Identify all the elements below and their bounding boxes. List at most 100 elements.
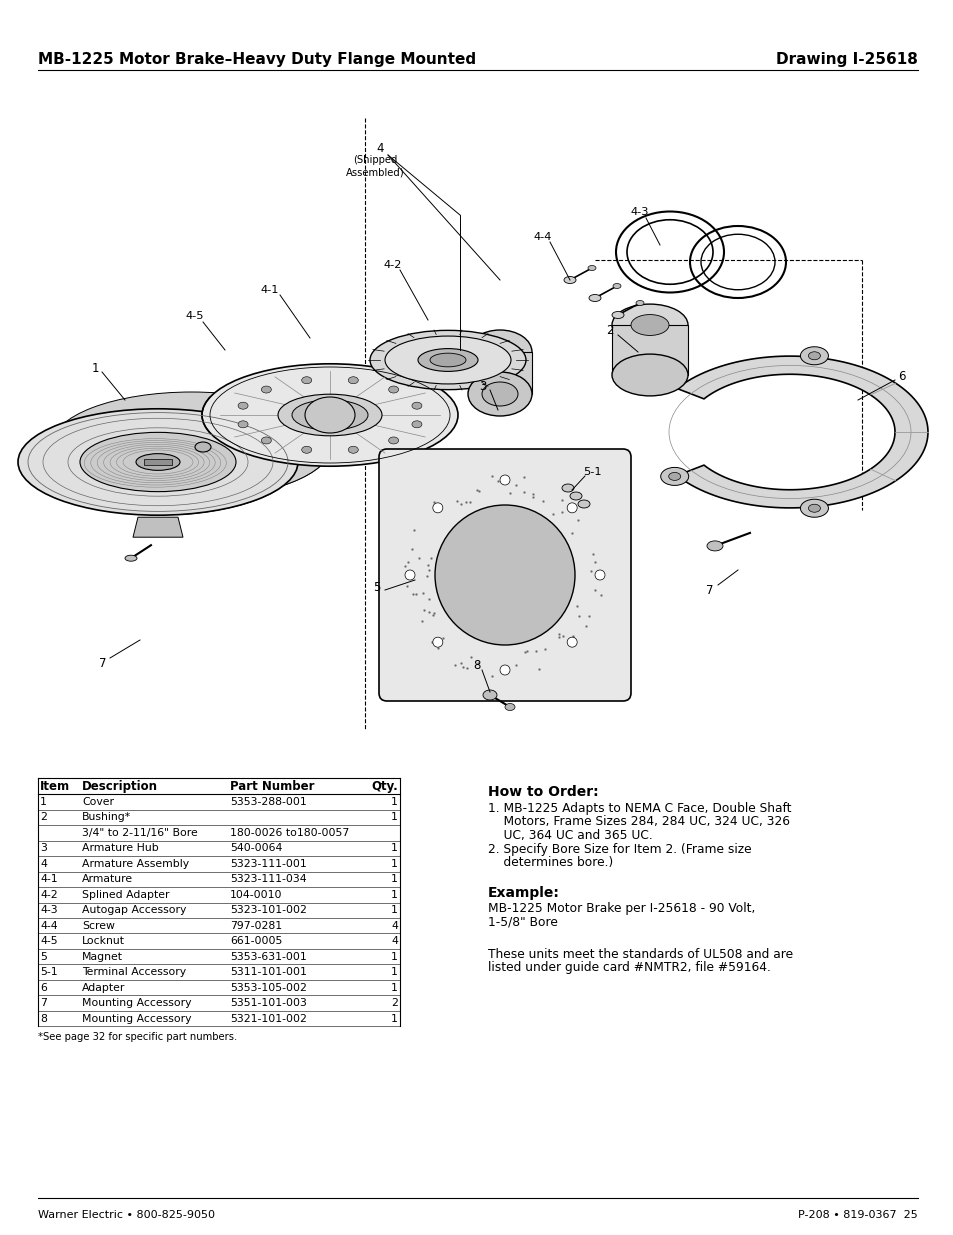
Ellipse shape <box>292 400 368 430</box>
Text: Assembled): Assembled) <box>345 167 404 177</box>
Text: 1: 1 <box>91 362 99 374</box>
Text: 2: 2 <box>605 324 613 336</box>
Text: Mounting Accessory: Mounting Accessory <box>82 1014 192 1024</box>
Text: Motors, Frame Sizes 284, 284 UC, 324 UC, 326: Motors, Frame Sizes 284, 284 UC, 324 UC,… <box>488 815 789 829</box>
Text: 5321-101-002: 5321-101-002 <box>230 1014 307 1024</box>
Text: Armature Assembly: Armature Assembly <box>82 858 189 868</box>
Text: 4-1: 4-1 <box>40 874 57 884</box>
FancyBboxPatch shape <box>144 459 172 466</box>
Text: MB-1225 Motor Brake per I-25618 - 90 Volt,: MB-1225 Motor Brake per I-25618 - 90 Vol… <box>488 902 755 915</box>
Text: 5-1: 5-1 <box>40 967 57 977</box>
Text: Adapter: Adapter <box>82 983 125 993</box>
Text: 1-5/8" Bore: 1-5/8" Bore <box>488 915 558 929</box>
Ellipse shape <box>433 637 442 647</box>
Text: 4-4: 4-4 <box>40 921 57 931</box>
Text: 4-3: 4-3 <box>40 905 57 915</box>
Text: 1: 1 <box>391 905 397 915</box>
Ellipse shape <box>238 403 248 409</box>
Text: 5353-288-001: 5353-288-001 <box>230 797 307 806</box>
Ellipse shape <box>301 446 312 453</box>
Text: 1. MB-1225 Adapts to NEMA C Face, Double Shaft: 1. MB-1225 Adapts to NEMA C Face, Double… <box>488 802 791 815</box>
Ellipse shape <box>800 347 827 364</box>
Text: determines bore.): determines bore.) <box>488 856 613 869</box>
Ellipse shape <box>194 442 211 452</box>
Ellipse shape <box>51 391 332 499</box>
Text: 1: 1 <box>391 874 397 884</box>
Text: 4-2: 4-2 <box>383 261 402 270</box>
Ellipse shape <box>277 394 381 436</box>
Text: 1: 1 <box>391 952 397 962</box>
Ellipse shape <box>807 352 820 359</box>
Ellipse shape <box>430 353 465 367</box>
Text: 2: 2 <box>391 998 397 1008</box>
Ellipse shape <box>305 396 355 433</box>
Ellipse shape <box>612 304 687 346</box>
Ellipse shape <box>660 467 688 485</box>
Text: 4: 4 <box>375 142 383 154</box>
Text: 661-0005: 661-0005 <box>230 936 282 946</box>
Ellipse shape <box>561 484 574 492</box>
Ellipse shape <box>807 504 820 513</box>
Ellipse shape <box>587 266 596 270</box>
Ellipse shape <box>412 403 421 409</box>
Ellipse shape <box>578 500 589 508</box>
Text: 4: 4 <box>391 936 397 946</box>
Ellipse shape <box>125 556 137 561</box>
Ellipse shape <box>612 354 687 396</box>
Text: 8: 8 <box>40 1014 47 1024</box>
Polygon shape <box>468 352 532 394</box>
Ellipse shape <box>630 315 668 336</box>
Text: 6: 6 <box>898 369 904 383</box>
Ellipse shape <box>468 372 532 416</box>
Text: Warner Electric • 800-825-9050: Warner Electric • 800-825-9050 <box>38 1210 214 1220</box>
Text: Magnet: Magnet <box>82 952 123 962</box>
Polygon shape <box>612 325 687 375</box>
Text: 3: 3 <box>478 379 486 393</box>
Ellipse shape <box>238 421 248 427</box>
Polygon shape <box>182 393 332 515</box>
Text: 7: 7 <box>705 583 713 597</box>
Ellipse shape <box>261 437 271 443</box>
Text: 4-5: 4-5 <box>186 311 204 321</box>
Text: Armature Hub: Armature Hub <box>82 844 158 853</box>
Ellipse shape <box>18 409 297 515</box>
Ellipse shape <box>385 336 511 384</box>
Ellipse shape <box>370 330 525 389</box>
Text: 180-0026 to180-0057: 180-0026 to180-0057 <box>230 827 349 837</box>
Text: 1: 1 <box>391 813 397 823</box>
Text: Cover: Cover <box>82 797 113 806</box>
Text: listed under guide card #NMTR2, file #59164.: listed under guide card #NMTR2, file #59… <box>488 962 770 974</box>
Text: 4-4: 4-4 <box>534 232 552 242</box>
Text: How to Order:: How to Order: <box>488 785 598 799</box>
Ellipse shape <box>348 446 358 453</box>
Text: Mounting Accessory: Mounting Accessory <box>82 998 192 1008</box>
Text: Item: Item <box>40 779 71 793</box>
Text: 3: 3 <box>40 844 47 853</box>
Text: UC, 364 UC and 365 UC.: UC, 364 UC and 365 UC. <box>488 829 652 842</box>
Ellipse shape <box>482 690 497 700</box>
Ellipse shape <box>612 311 623 319</box>
Ellipse shape <box>563 277 576 284</box>
Text: 4-3: 4-3 <box>630 207 649 217</box>
Text: Example:: Example: <box>488 885 559 900</box>
Text: 5353-631-001: 5353-631-001 <box>230 952 307 962</box>
Ellipse shape <box>202 364 457 466</box>
Text: 5353-105-002: 5353-105-002 <box>230 983 307 993</box>
Text: 1: 1 <box>391 967 397 977</box>
Ellipse shape <box>412 421 421 427</box>
Ellipse shape <box>136 453 180 471</box>
Text: Armature: Armature <box>82 874 133 884</box>
Text: 5311-101-001: 5311-101-001 <box>230 967 307 977</box>
Text: 797-0281: 797-0281 <box>230 921 282 931</box>
Text: Locknut: Locknut <box>82 936 125 946</box>
Ellipse shape <box>499 664 510 676</box>
Text: 1: 1 <box>391 844 397 853</box>
Ellipse shape <box>636 300 643 305</box>
Ellipse shape <box>468 330 532 374</box>
Text: 104-0010: 104-0010 <box>230 889 282 900</box>
Text: 5323-111-001: 5323-111-001 <box>230 858 307 868</box>
Text: These units meet the standards of UL508 and are: These units meet the standards of UL508 … <box>488 948 792 961</box>
Text: 5323-101-002: 5323-101-002 <box>230 905 307 915</box>
FancyBboxPatch shape <box>378 450 630 701</box>
Text: 7: 7 <box>40 998 47 1008</box>
